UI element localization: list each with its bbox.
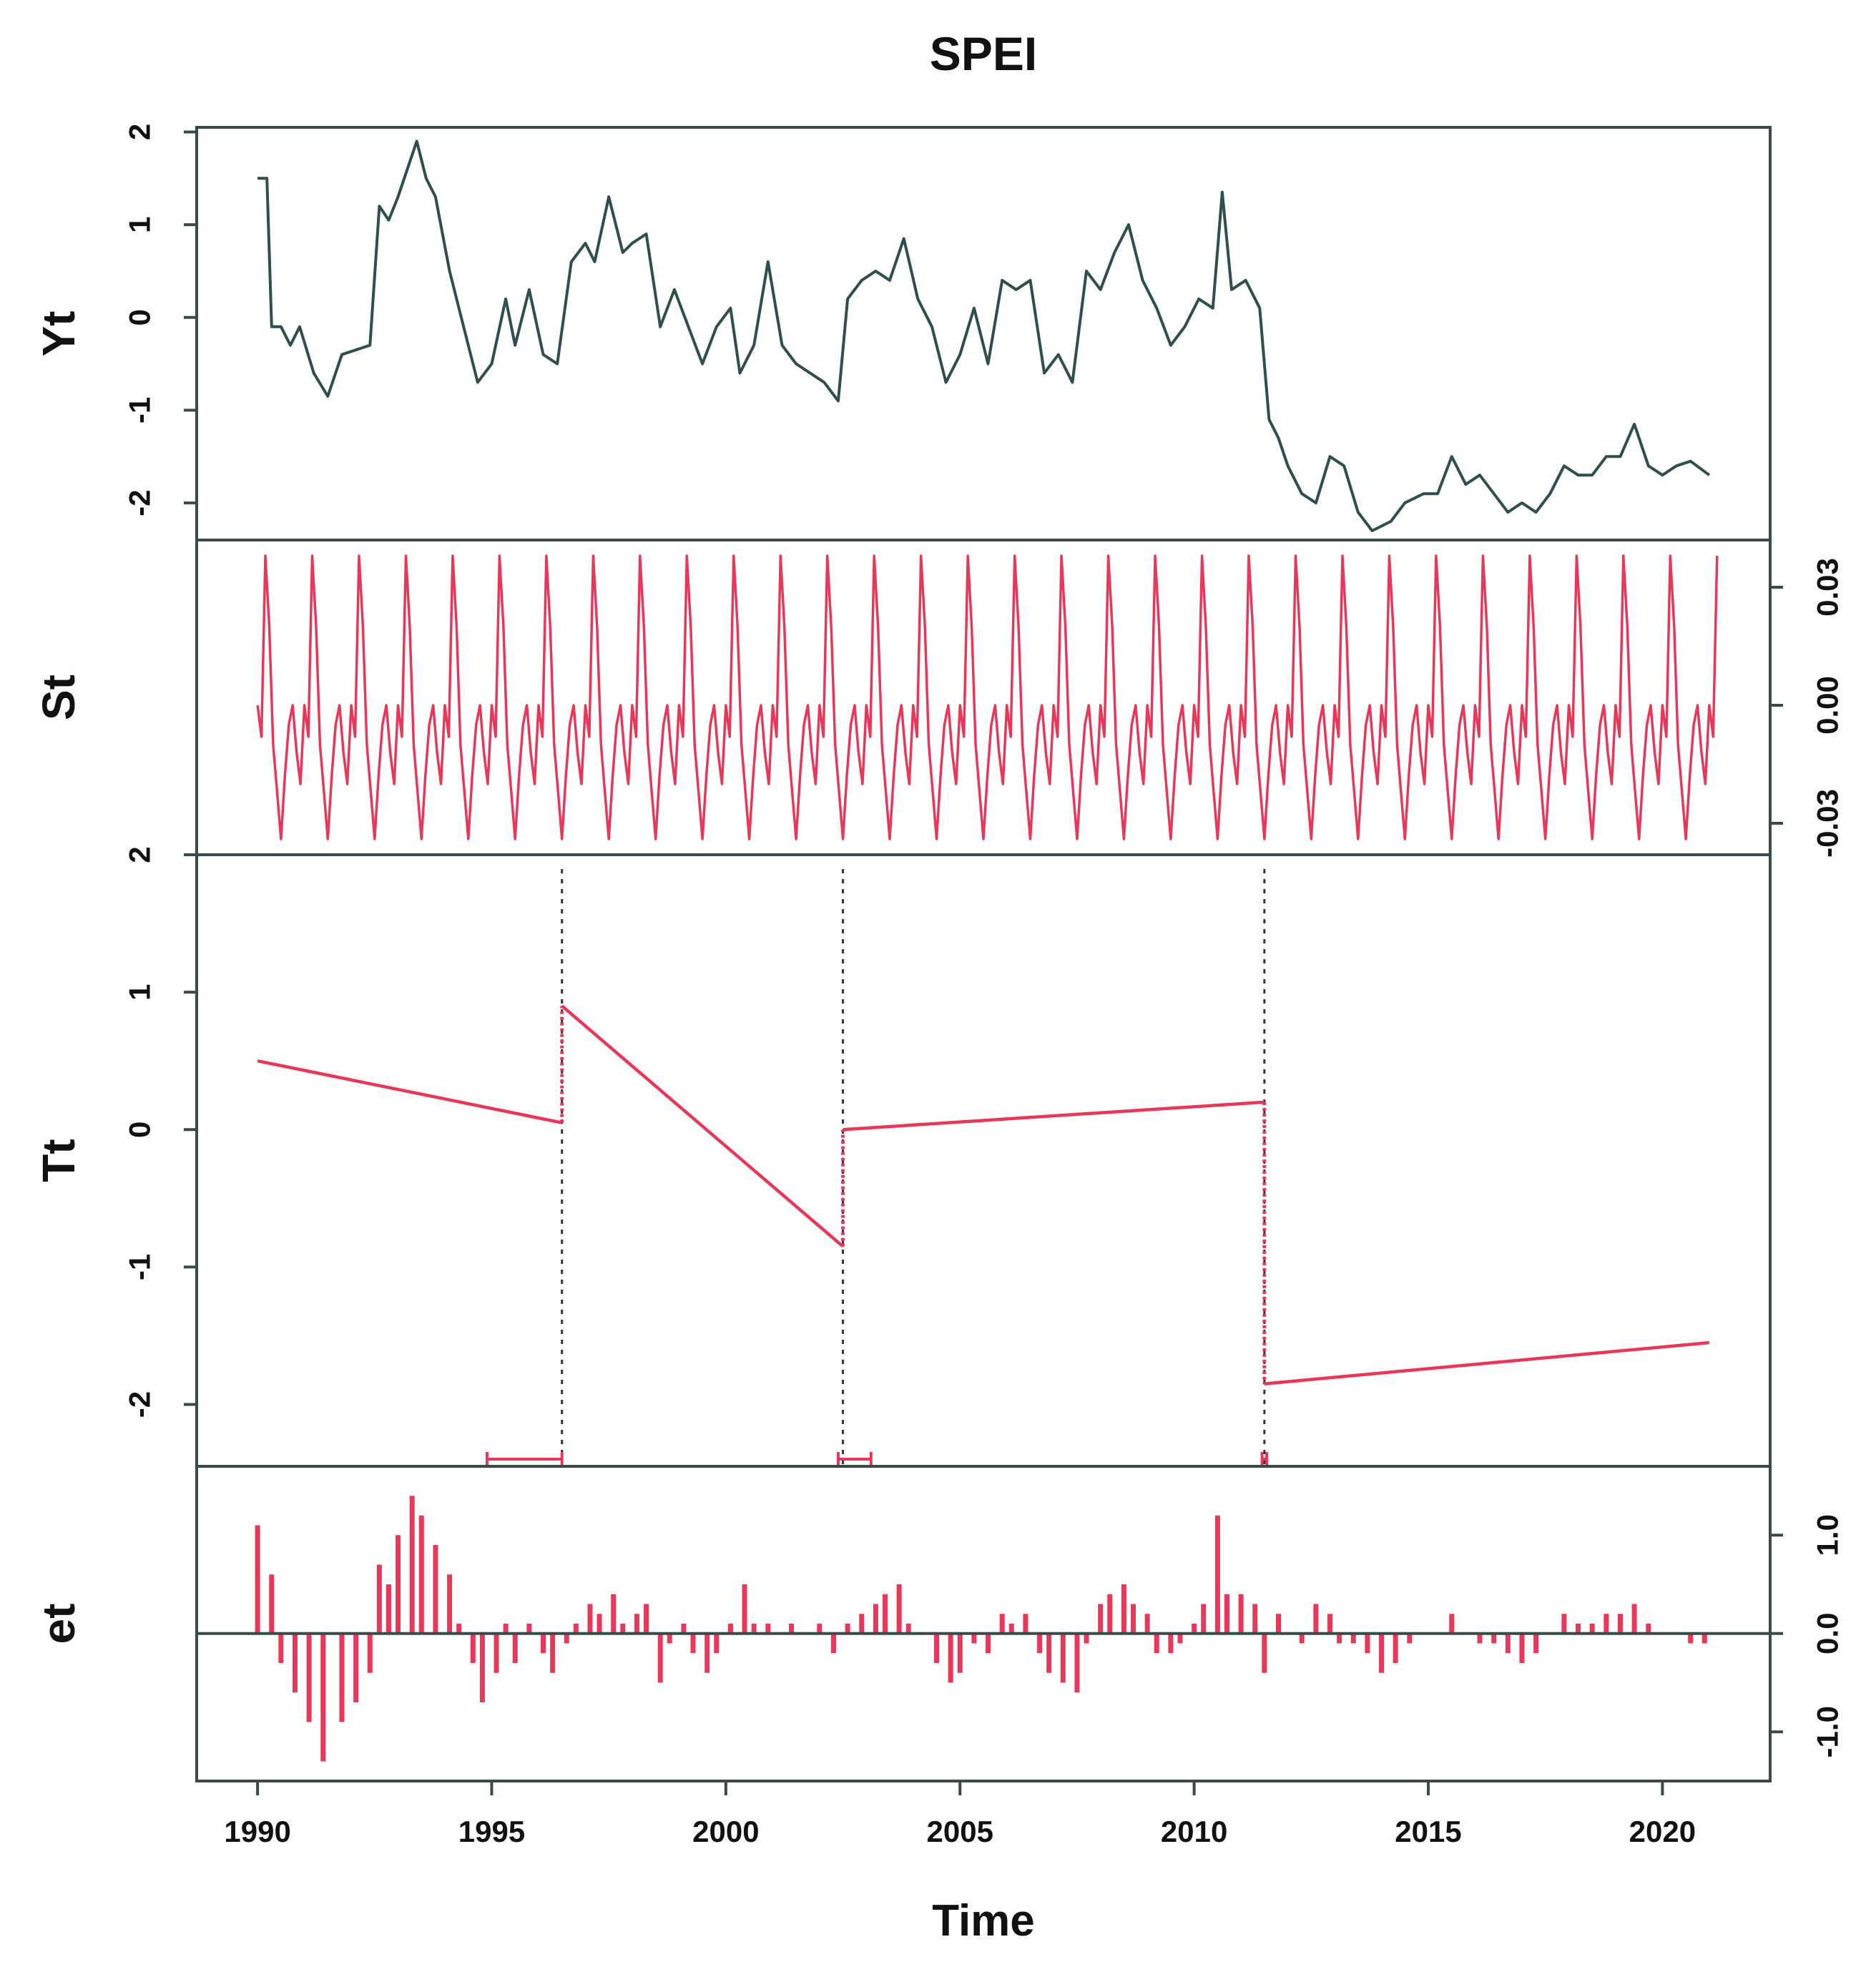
y-tick-label: 2 xyxy=(123,124,157,140)
y-tick-label: 0 xyxy=(123,309,157,325)
x-tick-label: 2015 xyxy=(1395,1815,1461,1848)
y-tick-label: 1 xyxy=(123,216,157,232)
x-tick-label: 2000 xyxy=(692,1815,759,1848)
chart-title: SPEI xyxy=(930,27,1037,80)
y-tick-label: 1.0 xyxy=(1811,1514,1845,1556)
observed-series-line xyxy=(257,139,1711,532)
y-tick-label: -0.03 xyxy=(1811,789,1845,858)
panel-tt: 2 1 0 -1 -2 Tt xyxy=(33,846,1772,1468)
panel-yt: 2 1 0 -1 -2 Yt xyxy=(33,124,1772,541)
x-tick-label: 1995 xyxy=(458,1815,525,1848)
panel-label: St xyxy=(33,674,84,720)
x-tick-label: 1990 xyxy=(224,1815,290,1848)
y-tick-label: -2 xyxy=(123,1391,157,1418)
y-tick-label: 2 xyxy=(123,846,157,863)
trend-segment-3 xyxy=(843,1100,1265,1132)
panel-frame xyxy=(195,853,1772,1468)
y-tick-label: -1.0 xyxy=(1811,1706,1845,1757)
panel-et: 1.0 0.0 -1.0 et xyxy=(33,1465,1845,1782)
trend-segment-1 xyxy=(257,1059,563,1124)
x-axis: 1990 1995 2000 2005 2010 2015 2020 xyxy=(224,1780,1696,1848)
y-tick-label: 0.03 xyxy=(1811,558,1845,617)
panel-st: 0.03 0.00 -0.03 St xyxy=(33,539,1845,858)
y-tick-label: 1 xyxy=(123,983,157,1000)
y-tick-label: -1 xyxy=(123,1254,157,1280)
x-tick-label: 2010 xyxy=(1161,1815,1227,1848)
panel-label: Tt xyxy=(33,1139,84,1182)
x-axis-title: Time xyxy=(932,1896,1035,1946)
y-tick-label: 0.00 xyxy=(1811,676,1845,735)
y-tick-label: -2 xyxy=(123,489,157,516)
seasonal-series-line xyxy=(256,554,1719,840)
panel-frame xyxy=(195,1465,1772,1782)
y-tick-label: 0.0 xyxy=(1811,1613,1845,1654)
x-tick-label: 2005 xyxy=(927,1815,993,1848)
panel-label: et xyxy=(33,1604,84,1644)
trend-segment-2 xyxy=(561,1004,845,1248)
y-tick-label: 0 xyxy=(123,1122,157,1138)
panel-frame xyxy=(195,539,1772,856)
x-tick-label: 2020 xyxy=(1629,1815,1696,1848)
y-tick-label: -1 xyxy=(123,397,157,423)
trend-segment-4 xyxy=(1264,1340,1710,1385)
plot-area: 2 1 0 -1 -2 Yt 0.03 0.00 -0.03 St 2 1 0 -1 -2 Tt 1.0 0.0 -… xyxy=(33,124,1845,1848)
panel-label: Yt xyxy=(33,311,84,357)
